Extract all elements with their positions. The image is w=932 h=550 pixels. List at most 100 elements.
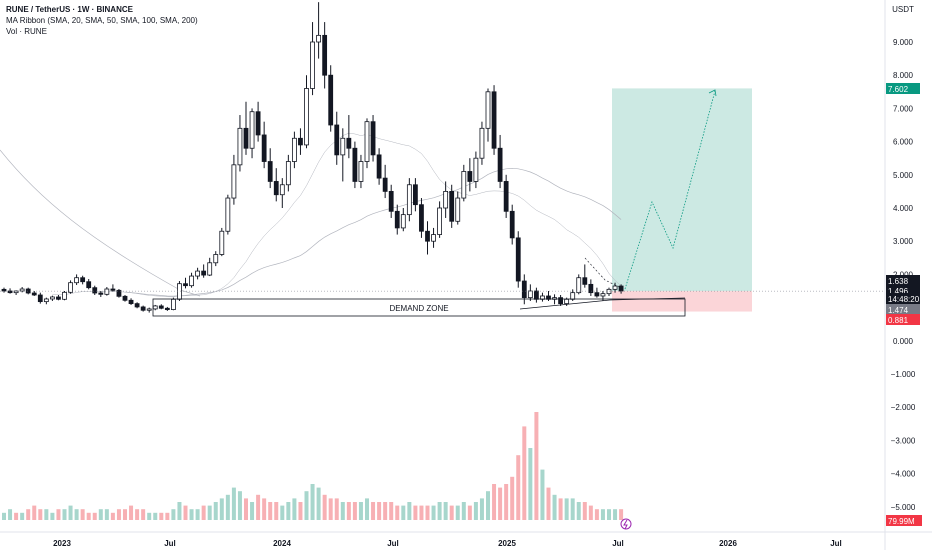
volume-bar — [449, 505, 454, 520]
volume-tag: 79.99M — [886, 515, 922, 526]
volume-bar — [340, 502, 345, 520]
candle-body — [443, 190, 449, 209]
candle-body — [352, 147, 358, 182]
candle-body — [158, 305, 164, 309]
candle-body — [473, 157, 479, 182]
time-axis[interactable]: 2023 Jul 2024 Jul 2025 Jul 2026 Jul — [0, 531, 932, 548]
volume-bar — [431, 505, 436, 520]
volume-bar — [528, 448, 533, 520]
candle-body — [497, 147, 503, 182]
candle — [267, 148, 273, 189]
candle-body — [152, 305, 158, 310]
candle-body — [419, 204, 424, 232]
price-axis[interactable]: USDT 9.000 8.000 7.000 6.000 5.000 4.000 3.000 2… — [884, 0, 916, 550]
y-tick-label: 8.000 — [893, 71, 914, 80]
candle — [406, 178, 412, 222]
candle — [255, 101, 261, 142]
candle-body — [261, 134, 267, 162]
candle — [364, 118, 370, 169]
candle — [56, 294, 61, 301]
volume-bar — [104, 509, 109, 520]
y-tick-label: 0.000 — [893, 337, 914, 346]
volume-bar — [62, 509, 67, 520]
triangle-line — [584, 257, 626, 291]
volume-bar — [153, 512, 158, 520]
volume-bar — [2, 512, 6, 520]
volume-bar — [110, 512, 115, 520]
candle-body — [310, 41, 315, 89]
candle-body — [25, 288, 31, 294]
candle — [467, 158, 473, 192]
volume-bar — [358, 502, 363, 520]
volume-bar — [473, 502, 478, 520]
candle-body — [31, 292, 37, 296]
volume-bar — [189, 509, 194, 520]
candle-body — [37, 294, 43, 303]
candle-body — [455, 197, 461, 222]
volume-bar — [183, 505, 188, 520]
ma-ribbon-indicator[interactable]: MA Ribbon (SMA, 20, SMA, 50, SMA, 100, S… — [6, 16, 198, 25]
candle — [431, 227, 436, 248]
volume-bar — [613, 509, 618, 520]
volume-bar — [135, 509, 140, 520]
candle — [116, 289, 122, 298]
volume-indicator[interactable]: Vol · RUNE — [6, 27, 47, 36]
volume-bar — [564, 498, 569, 520]
volume-bar — [576, 502, 581, 520]
candle — [485, 88, 491, 142]
price-tag: 0.881 — [886, 314, 920, 325]
lightning-icon — [620, 518, 632, 530]
trendline — [519, 297, 686, 310]
volume-bar — [546, 487, 551, 520]
candle-body — [177, 283, 182, 300]
volume-bar — [328, 498, 333, 520]
price-tag-bg — [886, 83, 920, 94]
candle — [195, 267, 201, 280]
volume-bar — [268, 502, 273, 520]
candle-body — [134, 303, 140, 308]
candle-body — [50, 296, 55, 300]
candle-body — [291, 137, 297, 162]
candle-body — [467, 171, 473, 182]
candle-body — [509, 210, 515, 239]
candle — [189, 272, 194, 288]
candle-body — [189, 275, 194, 287]
candle-body — [600, 293, 606, 297]
volume-bar — [292, 498, 297, 520]
candle-body — [503, 181, 509, 212]
volume-bar — [20, 512, 25, 520]
volume-bar — [377, 502, 382, 520]
volume-bar — [510, 476, 515, 520]
volume-bar — [74, 509, 79, 520]
candle-body — [491, 91, 497, 149]
volume-bar — [437, 502, 442, 520]
candle-body — [400, 214, 406, 229]
candle — [261, 121, 267, 169]
candle — [352, 141, 358, 189]
volume-bar — [56, 509, 61, 520]
y-tick-label: −2.000 — [891, 403, 916, 412]
volume-bar — [123, 509, 127, 520]
volume-bar — [619, 509, 624, 520]
candle — [25, 287, 31, 295]
volume-bar — [600, 509, 605, 520]
volume-bar — [244, 498, 248, 520]
volume-bar — [504, 484, 509, 520]
symbol-title[interactable]: RUNE / TetherUS · 1W · BINANCE — [6, 5, 133, 14]
y-tick-label: −3.000 — [891, 436, 916, 445]
volume-bar — [516, 455, 521, 520]
candle — [291, 131, 297, 169]
price-tag: 1.496 — [886, 285, 920, 296]
candle-body — [285, 161, 291, 186]
candle-body — [376, 154, 382, 179]
candle-body — [170, 298, 176, 310]
volume-bar — [365, 498, 369, 520]
lightning-circle — [620, 518, 632, 530]
candle — [588, 279, 594, 296]
candle-body — [340, 137, 346, 156]
candle — [68, 280, 73, 294]
candle-body — [394, 210, 400, 229]
candle-body — [564, 298, 570, 305]
volume-bar — [201, 505, 206, 520]
